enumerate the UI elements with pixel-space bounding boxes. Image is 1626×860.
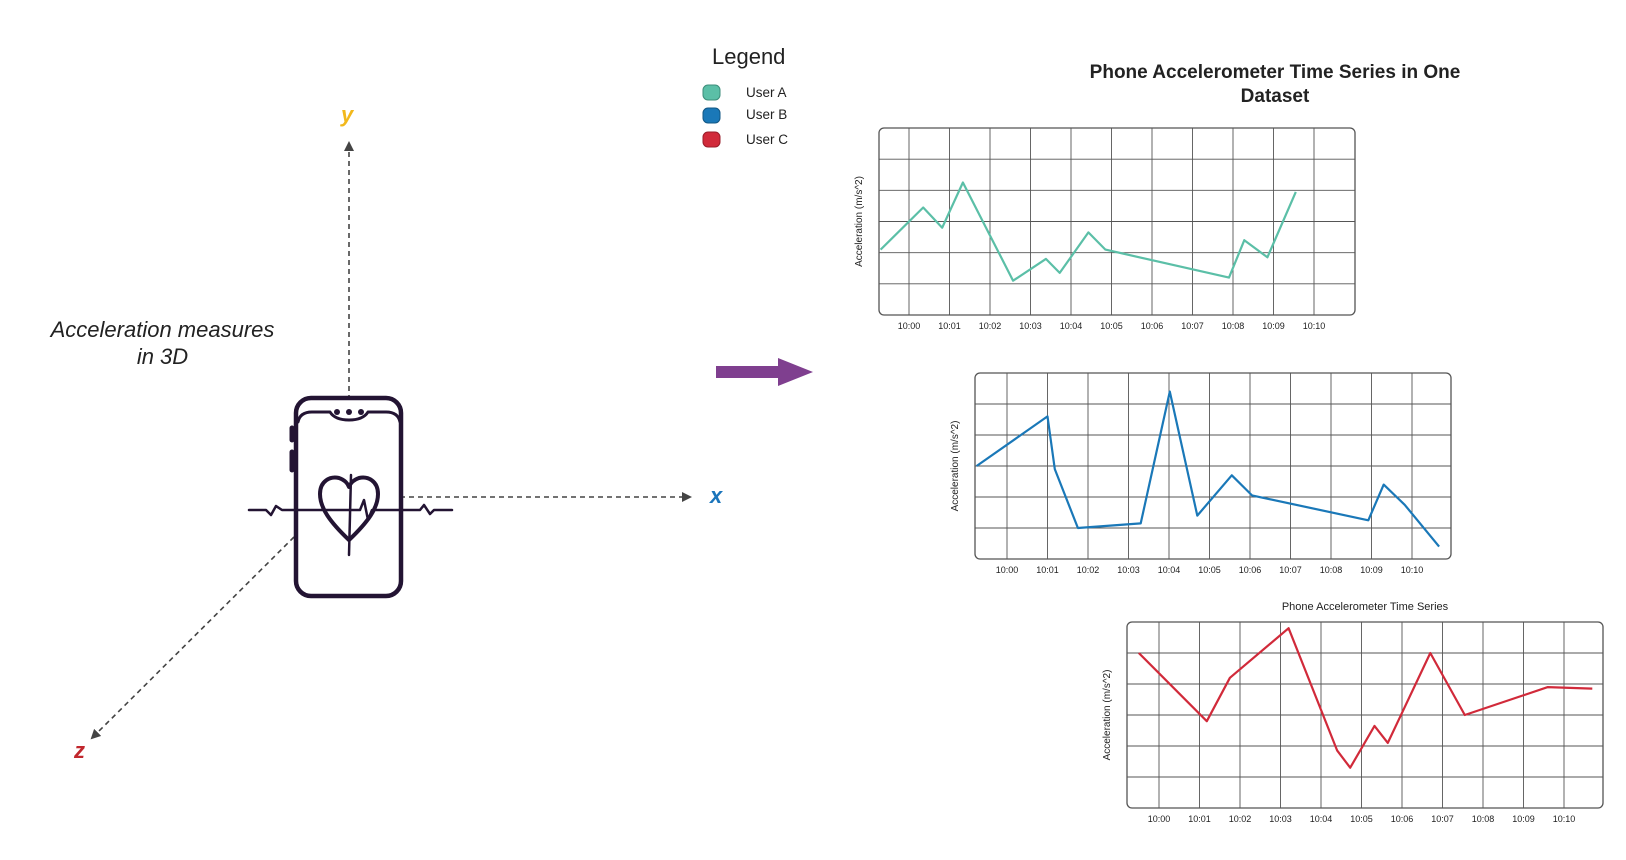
x-tick-label: 10:00 <box>898 321 921 331</box>
x-tick-label: 10:10 <box>1401 565 1424 575</box>
chart-user-b: 10:00 10:01 10:02 10:03 10:04 10:05 10:06 10:07… <box>950 372 1452 575</box>
x-tick-label: 10:02 <box>979 321 1002 331</box>
x-tick-label: 10:04 <box>1060 321 1083 331</box>
y-axis-title: Acceleration (m/s^2) <box>950 421 961 512</box>
y-axis-title: Acceleration (m/s^2) <box>1102 670 1113 761</box>
legend-label-user-b: User B <box>746 107 788 122</box>
x-tick-label: 10:07 <box>1181 321 1204 331</box>
x-tick-label: 10:05 <box>1198 565 1221 575</box>
x-tick-label: 10:04 <box>1310 814 1333 824</box>
main-title: Phone Accelerometer Time Series in One D… <box>1040 61 1510 109</box>
y-axis-title: Acceleration (m/s^2) <box>854 176 865 267</box>
x-tick-label: 10:06 <box>1239 565 1262 575</box>
x-tick-label: 10:09 <box>1512 814 1535 824</box>
x-tick-label: 10:10 <box>1553 814 1576 824</box>
x-tick-label: 10:00 <box>996 565 1019 575</box>
caption-line-1: Acceleration measures <box>50 317 275 342</box>
legend-swatch-user-b <box>702 107 721 124</box>
x-tick-label: 10:01 <box>1188 814 1211 824</box>
legend-swatches <box>702 84 721 148</box>
x-tick-label: 10:09 <box>1262 321 1285 331</box>
main-title-line-2: Dataset <box>1240 86 1310 107</box>
x-tick-label: 10:01 <box>1036 565 1059 575</box>
x-tick-label: 10:06 <box>1391 814 1414 824</box>
x-tick-label: 10:02 <box>1077 565 1100 575</box>
x-tick-label: 10:05 <box>1100 321 1123 331</box>
legend-label-user-c: User C <box>746 132 789 147</box>
y-axis-label: y <box>340 102 355 127</box>
z-axis-line <box>90 536 295 740</box>
diagram-caption: Acceleration measures in 3D <box>30 316 295 370</box>
x-tick-label: 10:03 <box>1019 321 1042 331</box>
x-tick-label: 10:00 <box>1148 814 1171 824</box>
right-arrow-icon <box>716 358 813 386</box>
x-tick-label: 10:03 <box>1269 814 1292 824</box>
x-tick-label: 10:08 <box>1320 565 1343 575</box>
x-axis-label: x <box>709 483 723 508</box>
x-tick-label: 10:08 <box>1222 321 1245 331</box>
main-title-line-1: Phone Accelerometer Time Series in One <box>1089 62 1461 83</box>
x-tick-label: 10:02 <box>1229 814 1252 824</box>
axis-group: y x z <box>73 102 723 763</box>
x-tick-label: 10:01 <box>938 321 961 331</box>
x-tick-label: 10:07 <box>1279 565 1302 575</box>
x-tick-label: 10:10 <box>1303 321 1326 331</box>
legend-label-user-a: User A <box>746 85 787 100</box>
chart-user-a: 10:00 10:01 10:02 10:03 10:04 10:05 10:06 10:07… <box>854 127 1356 331</box>
x-tick-label: 10:08 <box>1472 814 1495 824</box>
x-tick-label: 10:09 <box>1360 565 1383 575</box>
legend-swatch-user-a <box>702 84 721 101</box>
legend-swatch-user-c <box>702 131 721 148</box>
x-tick-label: 10:06 <box>1141 321 1164 331</box>
series-line-user-c <box>1138 627 1593 769</box>
x-tick-label: 10:03 <box>1117 565 1140 575</box>
series-line-user-b <box>975 390 1440 548</box>
phone-heartbeat-icon <box>247 395 454 599</box>
chart-user-c: 10:00 10:01 10:02 10:03 10:04 10:05 10:06 10:07… <box>1102 601 1604 824</box>
series-line-user-a <box>879 181 1297 282</box>
legend-title: Legend <box>712 44 786 69</box>
z-axis-label: z <box>73 738 85 763</box>
x-tick-label: 10:04 <box>1158 565 1181 575</box>
chart-title: Phone Accelerometer Time Series <box>1282 601 1449 613</box>
x-tick-label: 10:05 <box>1350 814 1373 824</box>
x-tick-label: 10:07 <box>1431 814 1454 824</box>
caption-line-2: in 3D <box>136 344 189 369</box>
